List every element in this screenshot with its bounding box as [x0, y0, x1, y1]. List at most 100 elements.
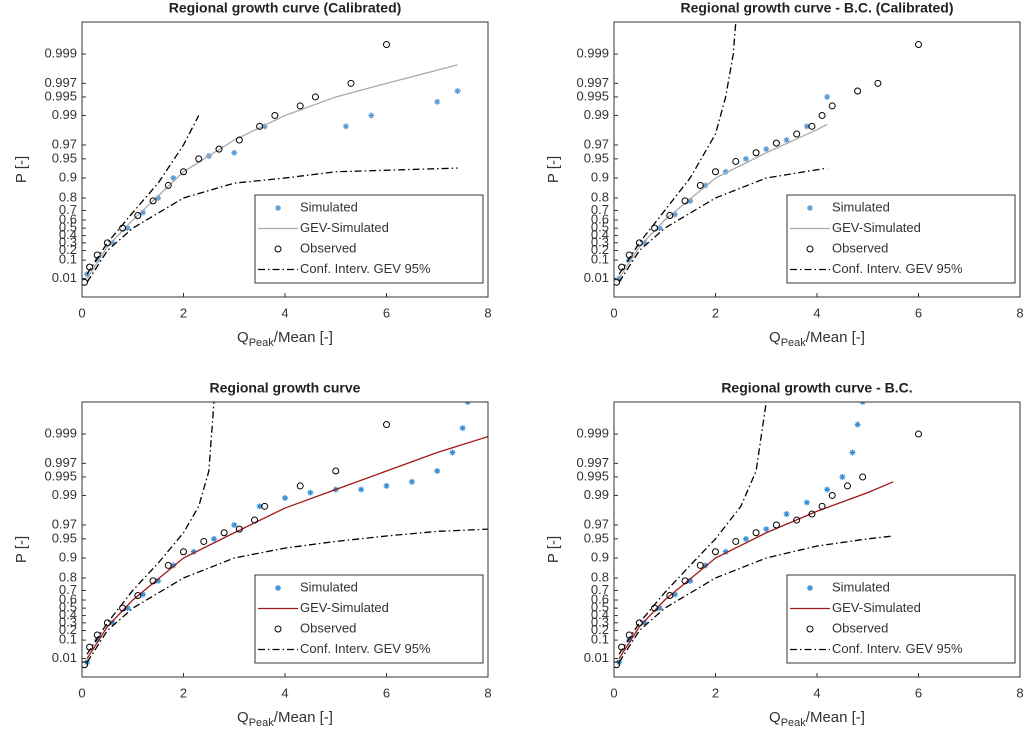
- observed-point: [859, 473, 867, 481]
- gev-line: [86, 64, 458, 279]
- y-tick-label: 0.9: [59, 549, 77, 564]
- simulated-point: [139, 591, 146, 598]
- panel-title: Regional growth curve: [210, 380, 361, 396]
- x-tick-label: 2: [180, 305, 187, 320]
- observed-point: [818, 111, 826, 119]
- observed-point: [681, 197, 689, 205]
- observed-point: [235, 525, 243, 533]
- simulated-point: [702, 182, 709, 189]
- legend-label: Observed: [300, 620, 356, 635]
- legend-label: GEV-Simulated: [300, 600, 389, 615]
- y-axis-label: P [-]: [13, 156, 30, 183]
- y-tick-label: 0.997: [576, 455, 609, 470]
- x-tick-label: 8: [1016, 305, 1023, 320]
- y-tick-label: 0.3: [59, 234, 77, 249]
- observed-point: [696, 181, 704, 189]
- observed-point: [164, 561, 172, 569]
- y-tick-label: 0.2: [59, 242, 77, 257]
- legend-marker: [807, 205, 813, 211]
- x-tick-label: 8: [484, 685, 491, 700]
- y-tick-label: 0.5: [59, 600, 77, 615]
- confidence-line: [618, 22, 737, 275]
- observed-point: [828, 102, 836, 110]
- simulated-point: [231, 521, 238, 528]
- observed-point: [296, 102, 304, 110]
- legend-label: Simulated: [832, 199, 890, 214]
- simulated-point: [109, 619, 116, 626]
- panel: Regional growth curve (Calibrated) 0.01 0.…: [13, 0, 492, 349]
- x-axis-label-suffix: /Mean [-]: [274, 709, 333, 726]
- simulated-point: [803, 499, 810, 506]
- observed-point: [134, 591, 142, 599]
- observed-point: [772, 139, 780, 147]
- observed-point: [235, 136, 243, 144]
- legend-label: Conf. Interv. GEV 95%: [832, 641, 963, 656]
- simulated-point: [839, 473, 846, 480]
- y-tick-label: 0.6: [591, 591, 609, 606]
- x-tick-label: 6: [383, 685, 390, 700]
- y-tick-label: 0.01: [584, 270, 609, 285]
- observed-point: [261, 502, 269, 510]
- legend-box: [254, 574, 484, 664]
- y-tick-label: 0.97: [584, 136, 609, 151]
- panel: Regional growth curve - B.C. (Calibrated…: [545, 0, 1024, 349]
- simulated-point: [459, 425, 466, 432]
- y-tick-label: 0.99: [584, 487, 609, 502]
- simulated-point: [742, 155, 749, 162]
- observed-point: [215, 145, 223, 153]
- x-axis-label-subscript: Peak: [781, 717, 807, 729]
- simulated-point: [210, 535, 217, 542]
- observed-point: [843, 482, 851, 490]
- y-tick-label: 0.01: [52, 270, 77, 285]
- panel: Regional growth curve - B.C.0.010.10.20.…: [545, 380, 1024, 729]
- simulated-point: [282, 495, 288, 502]
- legend-label: Conf. Interv. GEV 95%: [300, 641, 431, 656]
- observed-point: [195, 155, 203, 163]
- x-axis-label: QPeak/Mean [-]: [237, 709, 333, 729]
- observed-point: [200, 537, 208, 545]
- y-tick-label: 0.3: [591, 234, 609, 249]
- y-tick-label: 0.1: [59, 632, 77, 647]
- y-tick-label: 0.999: [44, 425, 77, 440]
- simulated-point: [824, 93, 831, 100]
- y-tick-label: 0.01: [584, 650, 609, 665]
- simulated-point: [783, 137, 790, 144]
- observed-point: [696, 561, 704, 569]
- y-tick-label: 0.8: [59, 189, 77, 204]
- y-tick-label: 0.4: [591, 227, 609, 242]
- observed-point: [915, 430, 922, 438]
- legend-label: Observed: [832, 240, 888, 255]
- simulated-point: [383, 482, 390, 489]
- simulated-point: [155, 577, 162, 584]
- observed-point: [915, 41, 922, 49]
- x-axis-label-suffix: /Mean [-]: [274, 329, 333, 346]
- legend-label: Simulated: [300, 199, 358, 214]
- y-tick-label: 0.97: [52, 516, 77, 531]
- y-tick-label: 0.997: [44, 75, 77, 90]
- x-tick-label: 0: [610, 305, 617, 320]
- simulated-point: [454, 87, 461, 94]
- simulated-point: [616, 659, 623, 666]
- observed-point: [383, 41, 390, 49]
- legend-box: [254, 194, 484, 284]
- simulated-point: [434, 98, 441, 105]
- observed-point: [180, 548, 187, 556]
- observed-point: [149, 197, 157, 205]
- observed-point: [732, 537, 740, 545]
- observed-point: [681, 577, 689, 585]
- y-tick-label: 0.2: [591, 242, 609, 257]
- y-tick-label: 0.9: [59, 169, 77, 184]
- y-tick-label: 0.999: [576, 45, 609, 60]
- x-tick-label: 8: [484, 305, 491, 320]
- observed-point: [251, 516, 259, 524]
- x-tick-label: 2: [712, 685, 719, 700]
- simulated-point: [84, 659, 91, 666]
- legend-marker: [274, 625, 282, 633]
- observed-point: [134, 211, 142, 219]
- y-tick-label: 0.2: [591, 622, 609, 637]
- simulated-point: [616, 275, 623, 282]
- gev-line: [618, 481, 894, 659]
- plot-area: [614, 22, 922, 286]
- legend-marker: [806, 625, 814, 633]
- confidence-line: [86, 528, 488, 663]
